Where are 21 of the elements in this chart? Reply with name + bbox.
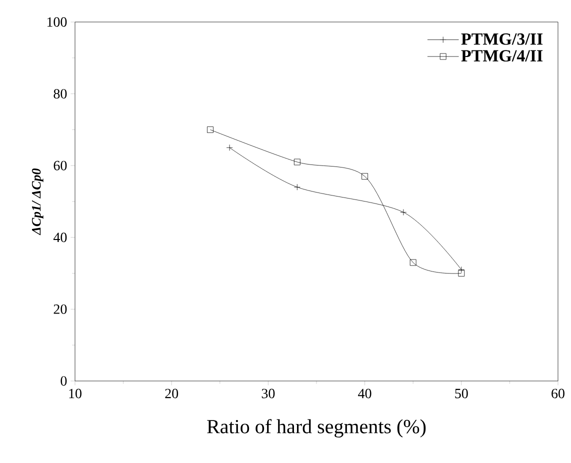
x-tick-label: 30 bbox=[262, 388, 275, 398]
y-tick-label: 40 bbox=[53, 232, 67, 242]
y-tick-label: 80 bbox=[54, 89, 67, 99]
x-tick-label: 20 bbox=[165, 388, 178, 398]
point bbox=[410, 259, 416, 266]
x-tick-label: 40 bbox=[358, 388, 372, 398]
legend-label: PTMG/4/II bbox=[461, 50, 543, 62]
point bbox=[207, 126, 214, 133]
point bbox=[458, 270, 465, 276]
x-tick-label: 10 bbox=[69, 388, 82, 398]
point bbox=[362, 173, 368, 180]
y-tick-label: 20 bbox=[54, 304, 67, 314]
y-tick-label: 100 bbox=[47, 17, 67, 27]
legend-label: PTMG/3/II bbox=[461, 33, 543, 45]
y-tick-label: 60 bbox=[54, 160, 67, 170]
point bbox=[294, 158, 300, 166]
x-axis-title: Ratio of hard segments (%) bbox=[207, 419, 426, 438]
y-tick-label: 0 bbox=[60, 376, 67, 386]
x-tick-label: 50 bbox=[455, 388, 468, 398]
y-axis-title: ΔCp1/ ΔCp0 bbox=[32, 168, 44, 236]
x-tick-label: 60 bbox=[552, 388, 564, 398]
